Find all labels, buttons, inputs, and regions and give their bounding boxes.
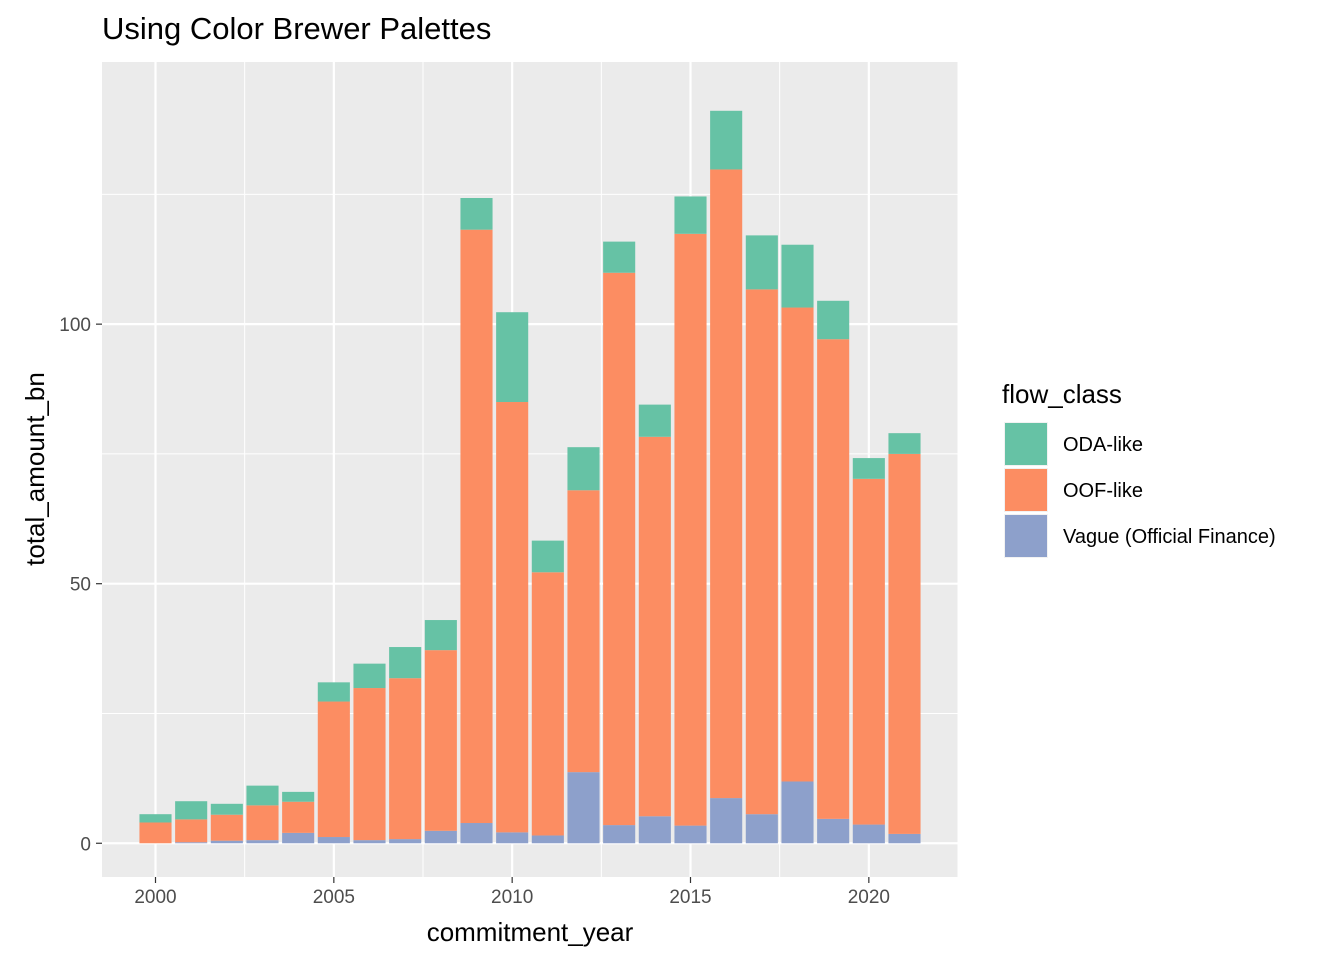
bar-segment-oof-like-2002 [210,814,243,841]
legend-label: OOF-like [1063,480,1143,502]
legend-title: flow_class [1002,379,1122,409]
bar-segment-vague-official-finance-2001 [175,842,208,844]
bar-segment-oof-like-2012 [567,490,600,773]
bar-segment-vague-official-finance-2002 [210,840,243,844]
bar-segment-oof-like-2001 [175,819,208,843]
bar-segment-vague-official-finance-2013 [603,825,636,844]
bar-segment-oda-like-2002 [210,803,243,815]
bar-segment-oda-like-2010 [496,312,529,403]
bar-segment-oof-like-2013 [603,272,636,826]
bar-segment-vague-official-finance-2014 [638,816,671,844]
bar-segment-vague-official-finance-2018 [781,781,814,844]
legend-swatch [1005,469,1047,511]
y-tick-label: 0 [80,834,91,855]
bar-segment-vague-official-finance-2019 [817,818,850,844]
legend-swatch [1005,515,1047,557]
bar-segment-oof-like-2000 [139,822,172,844]
bar-segment-oof-like-2008 [424,650,457,831]
bar-segment-oda-like-2000 [139,814,172,823]
bar-segment-oof-like-2007 [389,678,422,840]
bar-segment-oda-like-2016 [710,110,743,170]
bar-segment-oof-like-2016 [710,169,743,799]
x-axis-title: commitment_year [427,917,634,947]
bar-segment-oda-like-2006 [353,663,386,689]
bar-segment-oof-like-2011 [531,572,564,836]
bar-segment-oof-like-2006 [353,688,386,841]
bar-segment-oda-like-2005 [317,682,350,702]
bar-segment-oof-like-2009 [460,229,493,824]
y-tick-label: 50 [70,575,91,596]
bar-segment-vague-official-finance-2017 [745,814,778,844]
bar-segment-oda-like-2019 [817,300,850,340]
bar-segment-oda-like-2015 [674,196,707,234]
axis-ticks: 2000 2005 2010 2015 2020 0 50 100 [59,315,890,908]
bar-segment-oof-like-2017 [745,289,778,815]
bar-segment-vague-official-finance-2008 [424,830,457,844]
bar-segment-vague-official-finance-2005 [317,837,350,844]
bar-segment-oda-like-2007 [389,647,422,679]
bars [139,110,921,844]
bar-segment-oof-like-2005 [317,701,350,838]
bar-segment-oda-like-2013 [603,241,636,273]
bar-segment-oda-like-2009 [460,198,493,230]
bar-segment-vague-official-finance-2009 [460,823,493,844]
bar-segment-oof-like-2020 [852,478,885,825]
x-tick-label: 2000 [134,887,176,908]
bar-segment-vague-official-finance-2004 [282,832,315,844]
bar-segment-oof-like-2015 [674,233,707,826]
bar-segment-oda-like-2003 [246,785,279,806]
bar-segment-vague-official-finance-2010 [496,832,529,844]
bar-segment-vague-official-finance-2015 [674,825,707,844]
bar-segment-oof-like-2019 [817,339,850,819]
legend: flow_class ODA-like OOF-like Vague (Offici… [1002,379,1276,558]
y-tick-label: 100 [59,315,91,336]
bar-segment-oda-like-2008 [424,620,457,651]
bar-segment-oda-like-2001 [175,801,208,820]
x-tick-label: 2010 [491,887,533,908]
bar-segment-oda-like-2018 [781,244,814,308]
bar-segment-vague-official-finance-2003 [246,840,279,844]
bar-segment-oof-like-2018 [781,307,814,782]
bar-segment-oda-like-2012 [567,447,600,491]
legend-label: Vague (Official Finance) [1063,526,1276,548]
y-axis-title: total_amount_bn [20,372,50,566]
bar-segment-oda-like-2011 [531,540,564,573]
x-tick-label: 2020 [848,887,890,908]
x-tick-label: 2015 [669,887,711,908]
bar-segment-vague-official-finance-2006 [353,840,386,844]
x-tick-label: 2005 [313,887,355,908]
legend-label: ODA-like [1063,434,1143,456]
bar-segment-oof-like-2003 [246,805,279,841]
bar-segment-oof-like-2021 [888,453,921,834]
bar-segment-oda-like-2020 [852,458,885,479]
bar-segment-oda-like-2014 [638,404,671,437]
bar-segment-vague-official-finance-2011 [531,835,564,844]
bar-segment-oof-like-2004 [282,801,315,833]
bar-segment-vague-official-finance-2012 [567,772,600,844]
chart-title: Using Color Brewer Palettes [102,11,491,46]
bar-segment-oof-like-2010 [496,402,529,833]
bar-segment-vague-official-finance-2016 [710,798,743,844]
bar-segment-oda-like-2004 [282,791,315,802]
bar-segment-vague-official-finance-2007 [389,839,422,844]
bar-segment-vague-official-finance-2020 [852,824,885,844]
bar-segment-vague-official-finance-2021 [888,833,921,844]
bar-segment-oda-like-2021 [888,433,921,454]
legend-swatch [1005,423,1047,465]
bar-segment-oof-like-2014 [638,436,671,817]
bar-segment-oda-like-2017 [745,235,778,290]
